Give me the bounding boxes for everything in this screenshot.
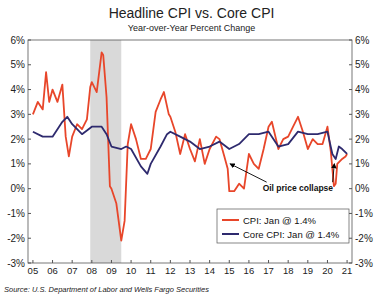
x-tick xyxy=(209,260,210,263)
x-tick-label: 21 xyxy=(342,265,353,276)
data-group xyxy=(33,40,347,263)
x-tick xyxy=(248,260,249,263)
x-tick-label: 14 xyxy=(204,265,215,276)
y2-tick-label: 5% xyxy=(355,59,370,70)
x-tick xyxy=(307,260,308,263)
y2-tick-label: -1% xyxy=(355,208,373,219)
y2-tick-label: 1% xyxy=(355,158,370,169)
y2-tick xyxy=(349,40,352,41)
x-tick xyxy=(229,260,230,263)
x-tick-label: 16 xyxy=(244,265,255,276)
x-tick-label: 17 xyxy=(263,265,274,276)
y2-tick xyxy=(349,238,352,239)
y2-tick-label: -3% xyxy=(355,258,373,269)
x-tick-label: 05 xyxy=(28,265,39,276)
x-tick xyxy=(190,260,191,263)
x-tick xyxy=(327,260,328,263)
y-tick-label: 3% xyxy=(11,109,26,120)
y2-tick xyxy=(349,139,352,140)
y2-tick xyxy=(349,213,352,214)
x-tick-label: 13 xyxy=(185,265,196,276)
y2-tick-label: -2% xyxy=(355,233,373,244)
y-tick xyxy=(28,188,31,189)
y2-tick-label: 3% xyxy=(355,109,370,120)
series-line xyxy=(33,117,347,174)
y2-tick xyxy=(349,64,352,65)
legend-box xyxy=(217,209,349,243)
legend-label: Core CPI: Jan @ 1.4% xyxy=(243,229,340,240)
x-tick xyxy=(72,260,73,263)
y2-tick xyxy=(349,263,352,264)
y-tick-label: 6% xyxy=(11,35,26,46)
x-tick-label: 09 xyxy=(106,265,117,276)
y-tick-label: -3% xyxy=(7,258,25,269)
y2-tick-label: 2% xyxy=(355,134,370,145)
y-tick xyxy=(28,114,31,115)
source: Source: U.S. Department of Labor and Wel… xyxy=(4,285,209,294)
x-tick xyxy=(32,260,33,263)
plot-frame xyxy=(28,40,352,263)
x-tick xyxy=(347,260,348,263)
x-tick-label: 20 xyxy=(322,265,333,276)
chart: Headline CPI vs. Core CPI Year-over-Year … xyxy=(0,0,383,299)
x-tick xyxy=(268,260,269,263)
x-tick-label: 07 xyxy=(67,265,78,276)
annotation-text: Oil price collapse xyxy=(263,183,334,193)
y-tick xyxy=(28,64,31,65)
x-tick xyxy=(150,260,151,263)
x-tick xyxy=(170,260,171,263)
y-tick-label: 1% xyxy=(11,158,26,169)
x-tick-label: 15 xyxy=(224,265,235,276)
x-tick xyxy=(111,260,112,263)
y-tick-label: 2% xyxy=(11,134,26,145)
legend-swatch xyxy=(222,219,239,221)
y2-tick xyxy=(349,89,352,90)
legend-label: CPI: Jan @ 1.4% xyxy=(243,215,317,226)
recession-band xyxy=(90,40,121,263)
x-tick xyxy=(52,260,53,263)
x-tick-label: 19 xyxy=(303,265,314,276)
x-tick-label: 10 xyxy=(126,265,137,276)
legend-swatch xyxy=(222,233,239,235)
y-tick xyxy=(28,139,31,140)
annotation-arrow xyxy=(230,164,266,182)
legend: CPI: Jan @ 1.4% Core CPI: Jan @ 1.4% xyxy=(217,209,349,243)
y-tick-label: 4% xyxy=(11,84,26,95)
x-tick-label: 08 xyxy=(87,265,98,276)
x-tick-label: 06 xyxy=(47,265,58,276)
y-tick xyxy=(28,163,31,164)
x-tick-label: 18 xyxy=(283,265,294,276)
y2-tick-label: 6% xyxy=(355,35,370,46)
y-tick xyxy=(28,263,31,264)
y-tick-label: 5% xyxy=(11,59,26,70)
y2-tick-label: 4% xyxy=(355,84,370,95)
annotation-arrow xyxy=(333,164,335,182)
subtitle: Year-over-Year Percent Change xyxy=(128,23,255,33)
x-tick xyxy=(288,260,289,263)
x-tick xyxy=(91,260,92,263)
y2-tick-label: 0% xyxy=(355,183,370,194)
y-tick-label: -2% xyxy=(7,233,25,244)
y-tick-label: 0% xyxy=(11,183,26,194)
title: Headline CPI vs. Core CPI xyxy=(109,5,275,21)
y-tick-label: -1% xyxy=(7,208,25,219)
y-tick xyxy=(28,238,31,239)
x-tick-label: 11 xyxy=(146,265,156,276)
y2-tick xyxy=(349,163,352,164)
y-tick xyxy=(28,40,31,41)
x-tick-label: 12 xyxy=(165,265,176,276)
y-tick xyxy=(28,89,31,90)
y-tick xyxy=(28,213,31,214)
x-tick xyxy=(131,260,132,263)
y2-tick xyxy=(349,188,352,189)
y2-tick xyxy=(349,114,352,115)
